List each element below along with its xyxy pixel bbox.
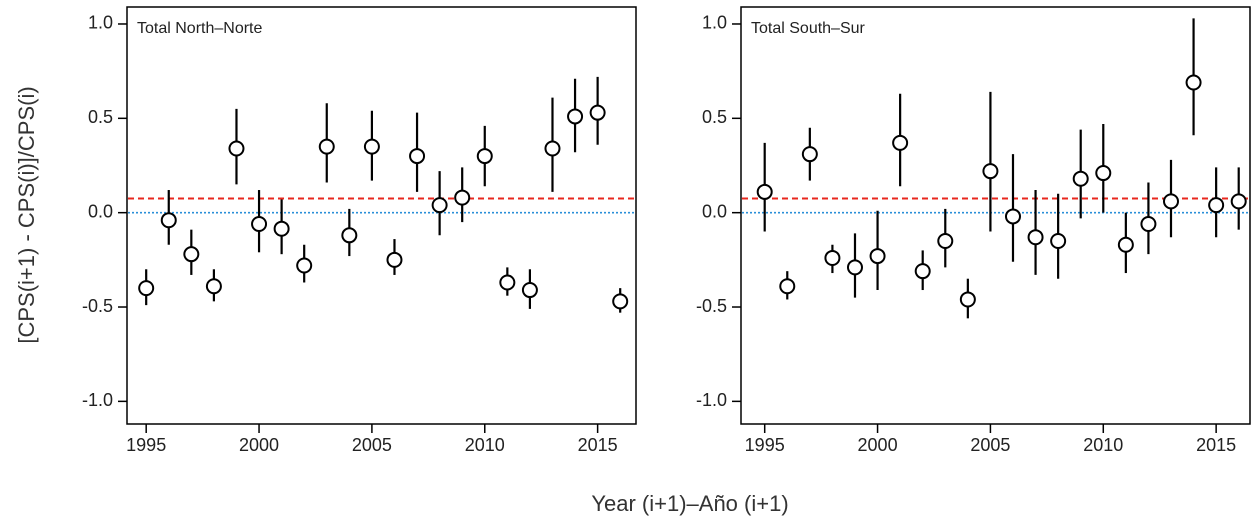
point	[205, 278, 222, 295]
point	[1208, 197, 1225, 214]
point	[431, 197, 448, 214]
point	[1117, 236, 1134, 253]
x-tick-label: 2000	[858, 435, 898, 455]
y-axis-label: [CPS(i+1) - CPS(i)]/CPS(i)	[14, 86, 39, 343]
panel-title: Total North–Norte	[137, 20, 262, 37]
y-tick-label: 0.5	[702, 107, 727, 127]
point	[476, 148, 493, 165]
point	[567, 108, 584, 125]
x-tick-label: 1995	[745, 435, 785, 455]
point	[869, 248, 886, 265]
point	[409, 148, 426, 165]
point	[160, 212, 177, 229]
y-tick-label: -0.5	[82, 296, 113, 316]
y-tick-label: -1.0	[696, 390, 727, 410]
panel-title: Total South–Sur	[751, 20, 866, 37]
point	[846, 259, 863, 276]
point	[318, 138, 335, 155]
y-tick-label: 1.0	[702, 13, 727, 33]
y-tick-label: -1.0	[82, 390, 113, 410]
point	[273, 220, 290, 237]
point	[544, 140, 561, 157]
point	[779, 278, 796, 295]
point	[937, 232, 954, 249]
point	[612, 293, 629, 310]
x-tick-label: 2010	[465, 435, 505, 455]
point	[982, 163, 999, 180]
y-tick-label: -0.5	[696, 296, 727, 316]
x-tick-label: 2010	[1083, 435, 1123, 455]
point	[756, 183, 773, 200]
x-axis-label: Year (i+1)–Año (i+1)	[591, 491, 788, 516]
plot-frame	[126, 6, 637, 425]
y-tick-label: 0.0	[702, 201, 727, 221]
point	[296, 257, 313, 274]
point	[1050, 232, 1067, 249]
point	[1004, 208, 1021, 225]
point	[1027, 229, 1044, 246]
point	[521, 282, 538, 299]
point	[228, 140, 245, 157]
point	[1072, 170, 1089, 187]
point	[914, 263, 931, 280]
point	[824, 249, 841, 266]
plot-frame	[740, 6, 1251, 425]
point	[589, 104, 606, 121]
point	[183, 246, 200, 263]
x-tick-label: 2000	[239, 435, 279, 455]
point	[1162, 193, 1179, 210]
y-tick-label: 1.0	[88, 13, 113, 33]
x-tick-label: 2015	[1196, 435, 1236, 455]
x-tick-label: 2005	[352, 435, 392, 455]
x-tick-label: 2015	[578, 435, 618, 455]
point	[959, 291, 976, 308]
point	[1140, 215, 1157, 232]
point	[801, 146, 818, 163]
y-tick-label: 0.0	[88, 201, 113, 221]
point	[138, 280, 155, 297]
point	[892, 134, 909, 151]
point	[1095, 165, 1112, 182]
x-tick-label: 2005	[970, 435, 1010, 455]
y-tick-label: 0.5	[88, 107, 113, 127]
point	[363, 138, 380, 155]
point	[1230, 193, 1247, 210]
point	[341, 227, 358, 244]
point	[251, 215, 268, 232]
point	[454, 189, 471, 206]
x-tick-label: 1995	[126, 435, 166, 455]
point	[499, 274, 516, 291]
point	[386, 251, 403, 268]
point	[1185, 74, 1202, 91]
